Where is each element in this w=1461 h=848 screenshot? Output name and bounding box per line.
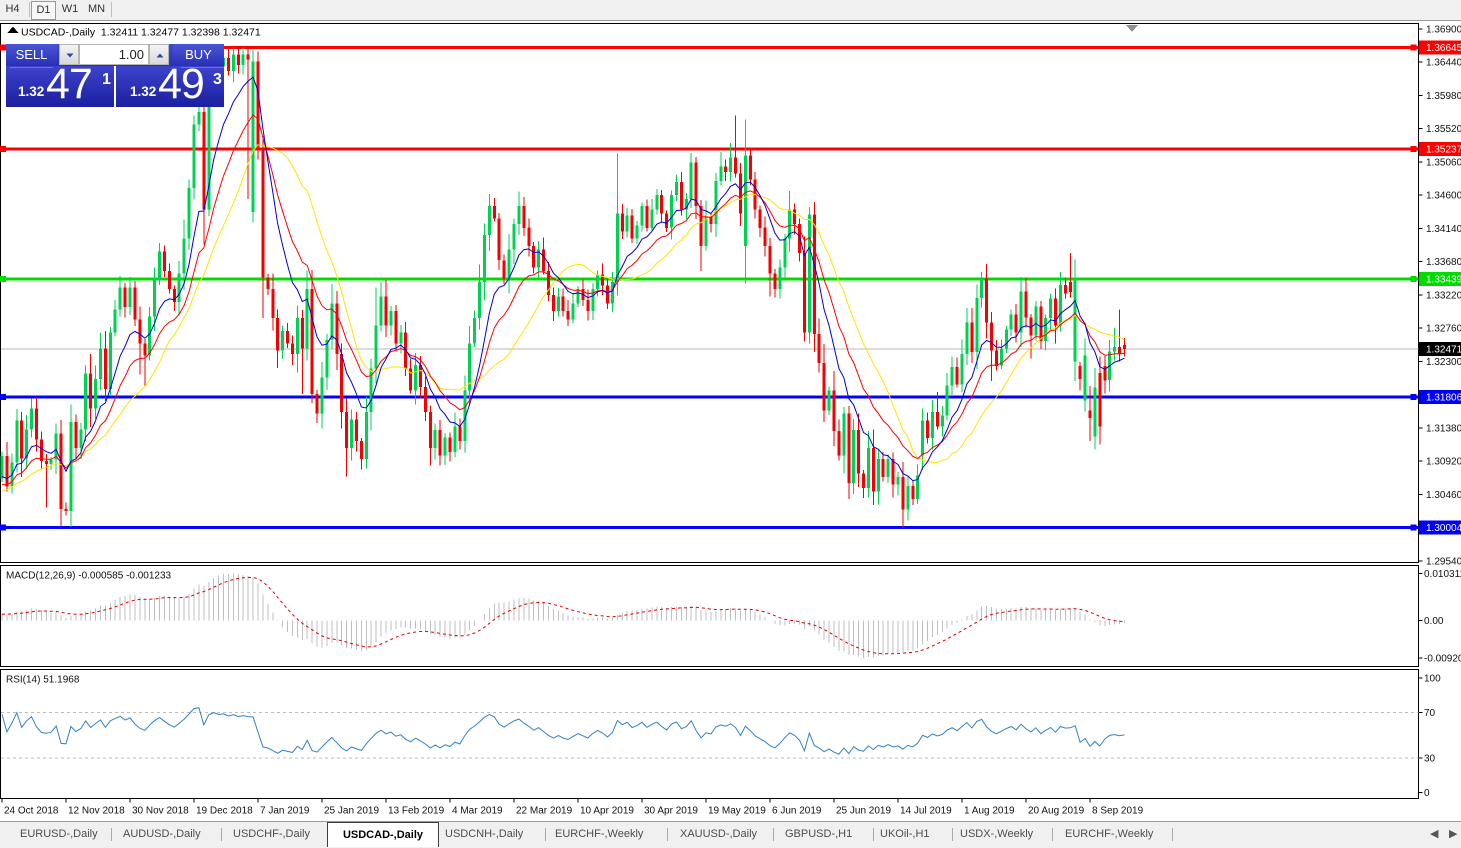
svg-text:10 Apr 2019: 10 Apr 2019	[580, 806, 634, 817]
svg-text:1.29540: 1.29540	[1426, 556, 1461, 567]
svg-text:RSI(14) 51.1968: RSI(14) 51.1968	[6, 675, 80, 686]
svg-text:30: 30	[1424, 754, 1436, 765]
svg-text:30 Nov 2018: 30 Nov 2018	[132, 806, 189, 817]
svg-text:1.32760: 1.32760	[1426, 324, 1461, 335]
svg-text:1.32300: 1.32300	[1426, 357, 1461, 368]
svg-text:1.36440: 1.36440	[1426, 58, 1461, 69]
svg-text:6 Jun 2019: 6 Jun 2019	[772, 806, 822, 817]
svg-text:12 Nov 2018: 12 Nov 2018	[68, 806, 125, 817]
svg-text:1.35237: 1.35237	[1426, 145, 1461, 156]
svg-text:8 Sep 2019: 8 Sep 2019	[1092, 806, 1144, 817]
svg-text:19 May 2019: 19 May 2019	[708, 806, 766, 817]
svg-text:25 Jan 2019: 25 Jan 2019	[324, 806, 379, 817]
svg-text:0.010311: 0.010311	[1424, 569, 1461, 580]
svg-text:30 Apr 2019: 30 Apr 2019	[644, 806, 698, 817]
svg-text:1.33439: 1.33439	[1426, 275, 1461, 286]
svg-text:1.30004: 1.30004	[1426, 523, 1461, 534]
svg-text:1.34140: 1.34140	[1426, 224, 1461, 235]
svg-text:-0.009203: -0.009203	[1424, 654, 1461, 665]
svg-text:0: 0	[1424, 788, 1430, 799]
svg-text:19 Dec 2018: 19 Dec 2018	[196, 806, 253, 817]
svg-text:14 Jul 2019: 14 Jul 2019	[900, 806, 952, 817]
svg-text:70: 70	[1424, 708, 1436, 719]
svg-text:22 Mar 2019: 22 Mar 2019	[516, 806, 573, 817]
svg-text:1.33680: 1.33680	[1426, 257, 1461, 268]
svg-text:1.36900: 1.36900	[1426, 25, 1461, 36]
svg-text:1.35980: 1.35980	[1426, 91, 1461, 102]
svg-text:1.30460: 1.30460	[1426, 490, 1461, 501]
svg-text:1.34600: 1.34600	[1426, 191, 1461, 202]
svg-text:24 Oct 2018: 24 Oct 2018	[4, 806, 59, 817]
svg-text:1.33220: 1.33220	[1426, 291, 1461, 302]
svg-text:1 Aug 2019: 1 Aug 2019	[964, 806, 1015, 817]
svg-text:25 Jun 2019: 25 Jun 2019	[836, 806, 891, 817]
svg-text:0.00: 0.00	[1424, 616, 1444, 627]
svg-text:13 Feb 2019: 13 Feb 2019	[388, 806, 445, 817]
svg-text:1.31380: 1.31380	[1426, 424, 1461, 435]
svg-text:4 Mar 2019: 4 Mar 2019	[452, 806, 503, 817]
svg-text:MACD(12,26,9) -0.000585 -0.001: MACD(12,26,9) -0.000585 -0.001233	[6, 571, 172, 582]
svg-text:1.32471: 1.32471	[1426, 345, 1461, 356]
svg-text:7 Jan 2019: 7 Jan 2019	[260, 806, 310, 817]
svg-text:20 Aug 2019: 20 Aug 2019	[1028, 806, 1085, 817]
svg-text:1.35520: 1.35520	[1426, 124, 1461, 135]
svg-text:100: 100	[1424, 674, 1441, 685]
svg-text:1.36645: 1.36645	[1426, 43, 1461, 54]
svg-text:1.35060: 1.35060	[1426, 158, 1461, 169]
svg-text:1.31806: 1.31806	[1426, 393, 1461, 404]
svg-text:USDCAD-,Daily 1.32411 1.32477: USDCAD-,Daily 1.32411 1.32477 1.32398 1.…	[21, 27, 261, 39]
svg-text:1.30920: 1.30920	[1426, 457, 1461, 468]
